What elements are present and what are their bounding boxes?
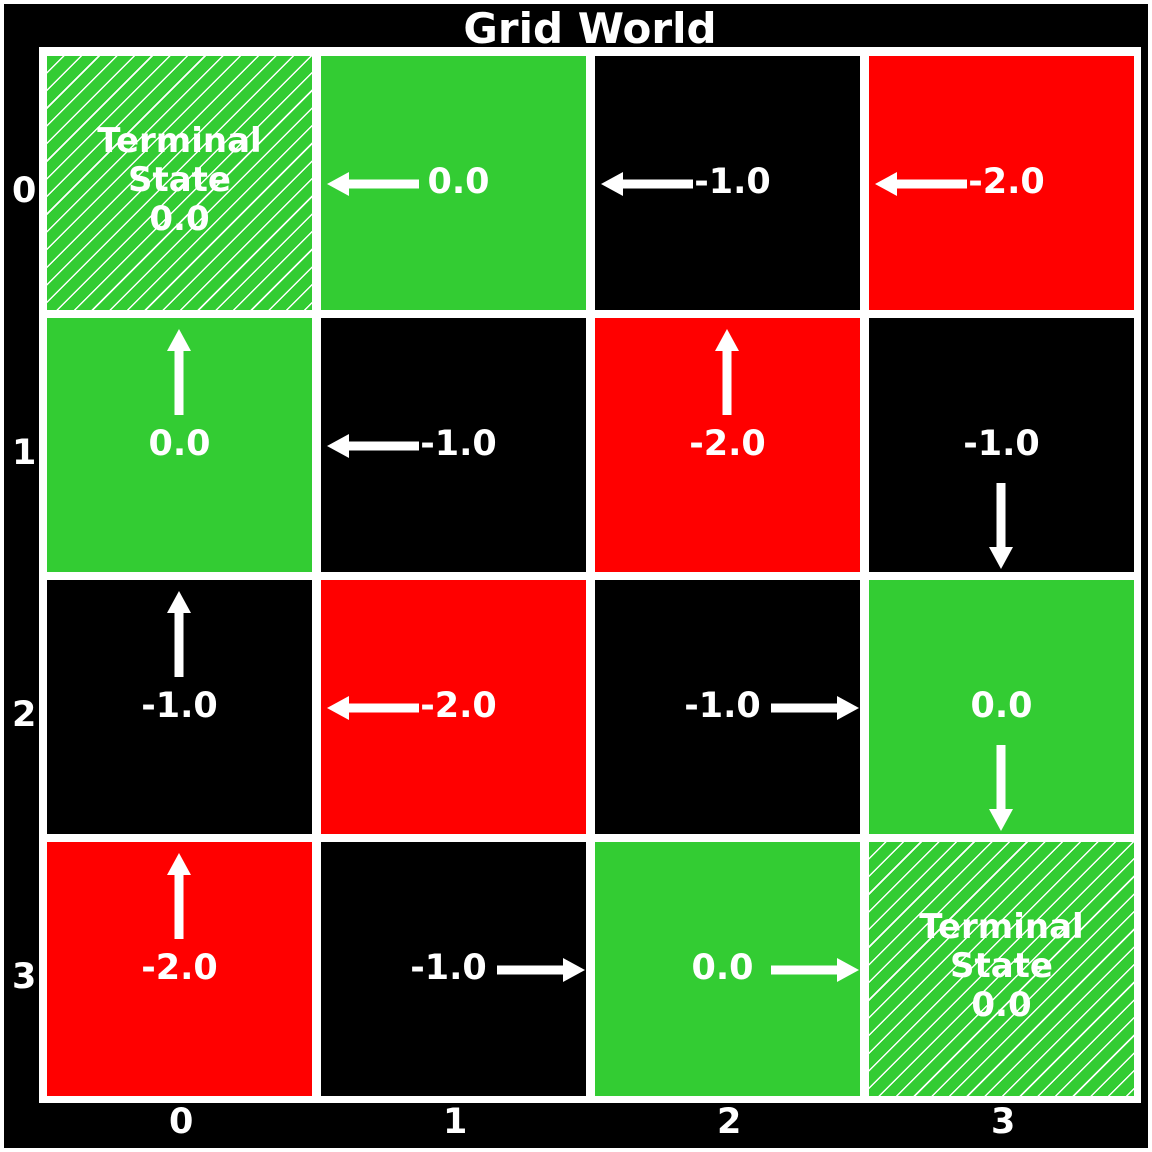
state-value: 0.0: [691, 948, 754, 988]
grid-world: Terminal State 0.0 0.0 -1.0 -2.0 0.0 -1.0 -2.0…: [39, 47, 1141, 1103]
arrow-up-icon: [715, 329, 739, 415]
grid-cell: -1.0: [595, 56, 860, 310]
grid-cell: 0.0: [869, 580, 1134, 834]
col-tick-label: 2: [717, 1102, 742, 1142]
arrow-left-icon: [601, 172, 693, 196]
grid-cell: -1.0: [869, 318, 1134, 572]
row-tick-label: 0: [12, 171, 37, 211]
arrow-up-icon: [167, 853, 191, 939]
col-tick-label: 1: [443, 1102, 468, 1142]
state-value: -1.0: [684, 686, 761, 726]
grid-cell: -1.0: [595, 580, 860, 834]
row-tick-label: 1: [12, 433, 37, 473]
arrow-left-icon: [327, 434, 419, 458]
state-value: -2.0: [968, 162, 1045, 202]
state-value: -1.0: [141, 686, 218, 726]
arrow-up-icon: [167, 591, 191, 677]
page-title: Grid World: [463, 4, 717, 53]
arrow-down-icon: [989, 745, 1013, 831]
terminal-state-cell: Terminal State 0.0: [47, 56, 312, 310]
grid-cell: 0.0: [595, 842, 860, 1096]
row-tick-label: 3: [12, 957, 37, 997]
grid-cell: -1.0: [321, 842, 586, 1096]
terminal-state-label: Terminal State 0.0: [919, 907, 1084, 1025]
col-tick-label: 3: [991, 1102, 1016, 1142]
state-value: -1.0: [420, 424, 497, 464]
grid-cell: 0.0: [321, 56, 586, 310]
state-value: -2.0: [420, 686, 497, 726]
arrow-right-icon: [771, 958, 859, 982]
state-value: -1.0: [410, 948, 487, 988]
arrow-down-icon: [989, 483, 1013, 569]
arrow-up-icon: [167, 329, 191, 415]
state-value: -1.0: [963, 424, 1040, 464]
arrow-left-icon: [327, 696, 419, 720]
state-value: 0.0: [427, 162, 490, 202]
terminal-state-label: Terminal State 0.0: [97, 121, 262, 239]
state-value: 0.0: [148, 424, 211, 464]
grid-cell: -2.0: [47, 842, 312, 1096]
grid-cell: -2.0: [595, 318, 860, 572]
arrow-right-icon: [497, 958, 585, 982]
col-tick-label: 0: [169, 1102, 194, 1142]
arrow-left-icon: [327, 172, 419, 196]
state-value: -2.0: [689, 424, 766, 464]
state-value: -2.0: [141, 948, 218, 988]
state-value: -1.0: [694, 162, 771, 202]
terminal-state-cell: Terminal State 0.0: [869, 842, 1134, 1096]
state-value: 0.0: [970, 686, 1033, 726]
grid-cell: 0.0: [47, 318, 312, 572]
arrow-left-icon: [875, 172, 967, 196]
grid-cell: -2.0: [869, 56, 1134, 310]
row-tick-label: 2: [12, 695, 37, 735]
arrow-right-icon: [771, 696, 859, 720]
grid-cell: -2.0: [321, 580, 586, 834]
grid-cell: -1.0: [321, 318, 586, 572]
grid-cell: -1.0: [47, 580, 312, 834]
